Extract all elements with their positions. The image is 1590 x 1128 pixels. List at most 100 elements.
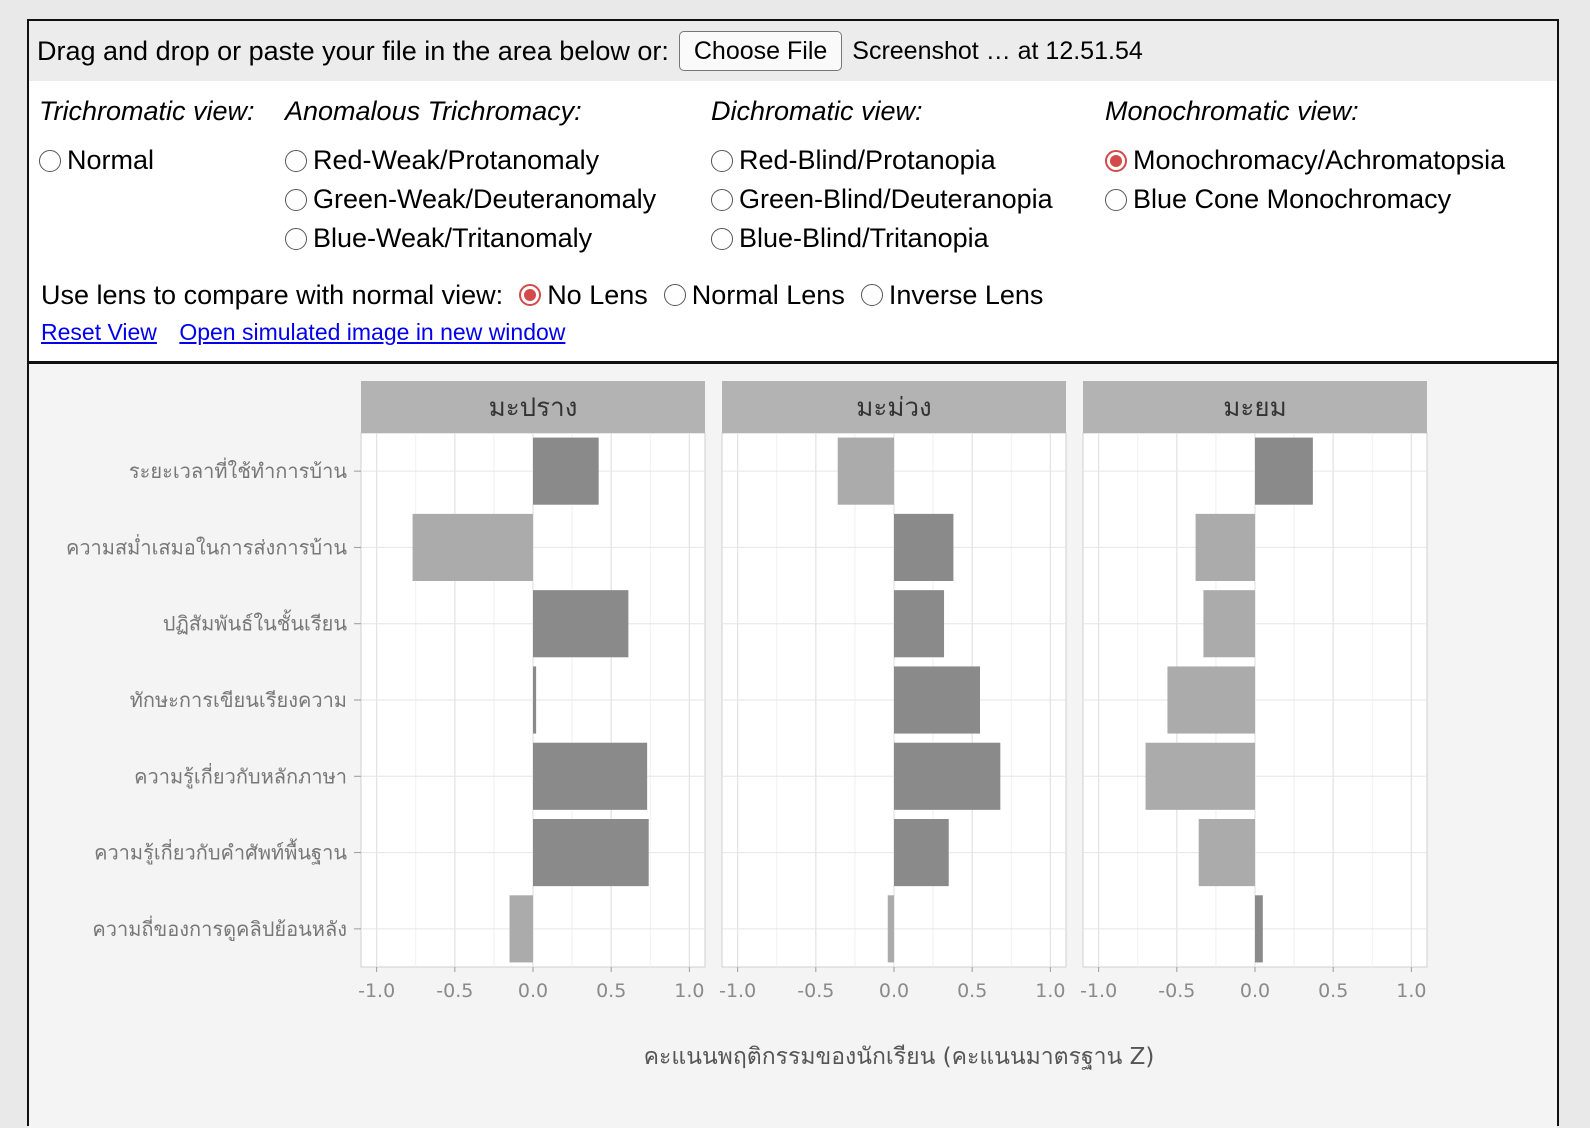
radio-label: No Lens [547,279,648,310]
x-tick-label: -1.0 [1080,980,1117,1002]
open-window-link[interactable]: Open simulated image in new window [179,319,566,345]
y-category-label: ความรู้เกี่ยวกับหลักภาษา [134,762,347,789]
bar [509,895,533,963]
x-tick-label: 1.0 [1396,980,1426,1002]
dichromatic-group: Dichromatic view: Red-Blind/Protanopia G… [711,91,1053,258]
bar [412,513,533,581]
choose-file-button[interactable]: Choose File [678,31,843,71]
y-category-label: ความรู้เกี่ยวกับคำศัพท์พื้นฐาน [94,839,347,866]
radio-protanopia[interactable]: Red-Blind/Protanopia [711,141,1053,180]
y-category-label: ความสม่ำเสมอในการส่งการบ้าน [66,533,347,559]
radio-circle[interactable] [285,149,307,172]
radio-label: Blue Cone Monochromacy [1133,184,1452,214]
bar [1167,666,1255,734]
x-axis-title: คะแนนพฤติกรรมของนักเรียน (คะแนนมาตรฐาน Z… [644,1044,1155,1070]
x-tick-label: 0.0 [518,980,548,1002]
y-category-label: ความถี่ของการดูคลิปย้อนหลัง [92,915,347,942]
facet-strip [361,381,705,433]
radio-normal[interactable]: Normal [39,141,255,180]
dichromatic-title: Dichromatic view: [711,96,923,126]
y-category-label: ปฏิสัมพันธ์ในชั้นเรียน [163,610,348,636]
lens-options: Use lens to compare with normal view: No… [41,275,1043,315]
radio-label: Blue-Blind/Tritanopia [739,223,989,253]
upload-bar[interactable]: Drag and drop or paste your file in the … [29,21,1557,81]
bar [894,819,949,887]
view-options: Trichromatic view: Normal Anomalous Tric… [29,81,1557,271]
monochromatic-title: Monochromatic view: [1105,96,1359,126]
bar [533,590,629,658]
facet-strip [722,381,1066,433]
radio-blue-cone-monochromacy[interactable]: Blue Cone Monochromacy [1105,180,1505,219]
reset-view-link[interactable]: Reset View [41,319,157,345]
radio-tritanomaly[interactable]: Blue-Weak/Tritanomaly [285,219,656,258]
bar [1145,742,1255,810]
radio-circle[interactable] [663,284,686,306]
x-tick-label: -0.5 [436,980,473,1002]
x-tick-label: -0.5 [797,980,834,1002]
facet-label: มะยม [1223,393,1286,423]
radio-label: Red-Blind/Protanopia [739,145,996,175]
bar [533,742,648,810]
radio-label: Red-Weak/Protanomaly [313,145,600,175]
bar [533,819,649,887]
bar [837,437,894,505]
radio-deuteranomaly[interactable]: Green-Weak/Deuteranomaly [285,180,656,219]
radio-circle[interactable] [860,284,883,306]
radio-label: Blue-Weak/Tritanomaly [313,223,593,253]
x-tick-label: 0.5 [957,980,987,1002]
radio-circle[interactable] [1105,188,1127,211]
radio-no-lens[interactable]: No Lens [519,276,648,315]
bar [894,666,980,734]
file-name: Screenshot … at 12.51.54 [852,36,1143,65]
radio-protanomaly[interactable]: Red-Weak/Protanomaly [285,141,656,180]
bar [1198,819,1255,887]
radio-tritanopia[interactable]: Blue-Blind/Tritanopia [711,219,1053,258]
faceted-bar-chart: มะปราง -1.0 -0.5 0.0 0.5 1.0 มะม่วง -1.0 -0.5 0.0… [66,381,1428,1070]
x-tick-label: -1.0 [719,980,756,1002]
x-tick-label: -0.5 [1158,980,1195,1002]
bar [1255,895,1263,963]
bar [533,666,537,734]
anomalous-title: Anomalous Trichromacy: [285,96,582,126]
trichromatic-group: Trichromatic view: Normal [39,91,255,180]
lens-label: Use lens to compare with normal view: [41,279,504,310]
radio-label: Green-Weak/Deuteranomaly [313,184,657,214]
radio-deuteranopia[interactable]: Green-Blind/Deuteranopia [711,180,1053,219]
upload-prompt: Drag and drop or paste your file in the … [37,35,669,66]
monochromatic-group: Monochromatic view: Monochromacy/Achroma… [1105,91,1505,219]
radio-circle[interactable] [711,188,733,211]
radio-label: Normal [67,145,155,175]
radio-inverse-lens[interactable]: Inverse Lens [860,276,1044,315]
action-links: Reset View Open simulated image in new w… [41,319,581,346]
x-tick-label: 0.5 [596,980,626,1002]
radio-circle[interactable] [285,188,307,211]
radio-label: Inverse Lens [888,279,1044,310]
bar [533,437,599,505]
y-category-label: ระยะเวลาที่ใช้ทำการบ้าน [129,457,347,483]
x-tick-label: 1.0 [674,980,704,1002]
bar [894,513,954,581]
radio-circle[interactable] [711,149,733,172]
x-tick-label: 1.0 [1035,980,1065,1002]
radio-circle-selected[interactable] [1105,149,1127,172]
radio-circle[interactable] [285,227,307,250]
radio-label: Normal Lens [691,279,845,310]
radio-achromatopsia[interactable]: Monochromacy/Achromatopsia [1105,141,1505,180]
radio-normal-lens[interactable]: Normal Lens [663,276,845,315]
x-tick-label: 0.0 [879,980,909,1002]
x-tick-label: -1.0 [358,980,395,1002]
facet-strip [1083,381,1427,433]
radio-circle[interactable] [39,149,61,172]
bar [1255,437,1313,505]
radio-circle-selected[interactable] [519,284,542,306]
bar [894,590,945,658]
simulated-image-area[interactable]: มะปราง -1.0 -0.5 0.0 0.5 1.0 มะม่วง -1.0 -0.5 0.0… [29,364,1557,1128]
bar [894,742,1001,810]
radio-label: Monochromacy/Achromatopsia [1133,145,1506,175]
app-frame: Drag and drop or paste your file in the … [27,19,1559,1128]
anomalous-group: Anomalous Trichromacy: Red-Weak/Protanom… [285,91,656,258]
facet-label: มะปราง [489,393,578,423]
y-category-label: ทักษะการเขียนเรียงความ [130,688,347,712]
x-tick-label: 0.5 [1318,980,1348,1002]
radio-circle[interactable] [711,227,733,250]
